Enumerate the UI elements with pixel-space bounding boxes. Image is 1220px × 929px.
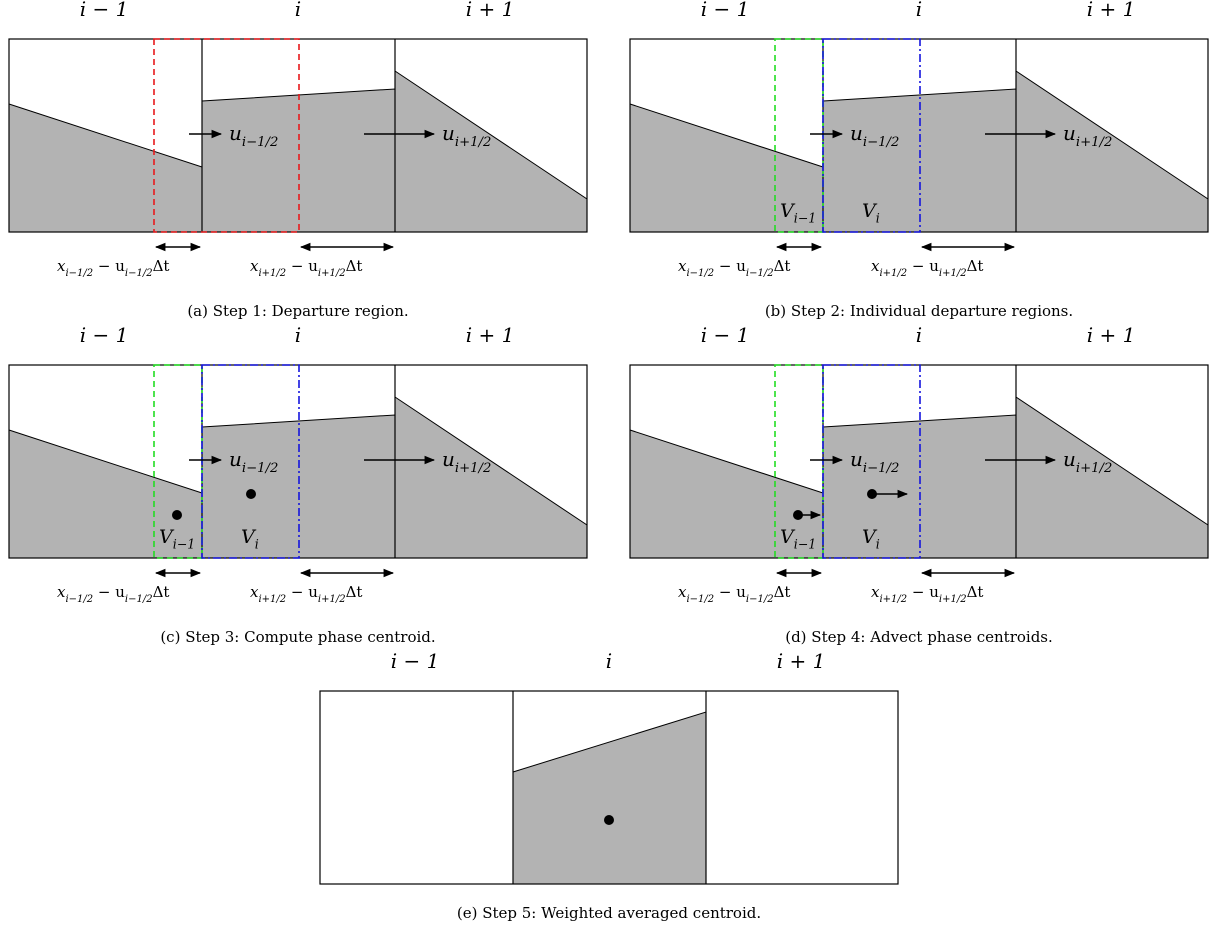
dimension-label-right: xi+1/2 − ui+1/2Δt [250, 583, 362, 605]
dimension-label-right: xi+1/2 − ui+1/2Δt [871, 583, 983, 605]
velocity-label-right: ui+1/2 [442, 121, 491, 150]
panel-e: i − 1 i i + 1 (e) Step 5: Weighted averaged… [319, 649, 899, 922]
velocity-label-right: ui+1/2 [1063, 447, 1112, 476]
fill-cell-mid [201, 88, 396, 233]
fill-cell-mid [512, 711, 707, 885]
fill-cell-right [1015, 396, 1209, 559]
dimension-label-left: xi−1/2 − ui−1/2Δt [678, 583, 790, 605]
dimension-label-left: xi−1/2 − ui−1/2Δt [678, 257, 790, 279]
cell-label-i-plus-1: i + 1 [1087, 0, 1136, 21]
fill-cell-right [394, 70, 588, 233]
centroid-left [172, 510, 182, 520]
panel-a: i − 1 i i + 1 ui−1/2 ui+1/2 xi−1/2 − ui−1/2Δt… [8, 0, 588, 320]
volume-label-left: Vi−1 [780, 200, 816, 226]
cell-label-i-minus-1: i − 1 [80, 323, 129, 347]
cell-label-i: i [916, 0, 922, 21]
cell-label-i: i [295, 323, 301, 347]
departure-region-mid [822, 38, 921, 233]
centroid-mid [246, 489, 256, 499]
caption-a: (a) Step 1: Departure region. [187, 302, 408, 320]
velocity-label-left: ui−1/2 [229, 121, 278, 150]
cell-label-i-minus-1: i − 1 [701, 323, 750, 347]
dimension-label-right: xi+1/2 − ui+1/2Δt [250, 257, 362, 279]
caption-e: (e) Step 5: Weighted averaged centroid. [457, 904, 761, 922]
dimension-label-left: xi−1/2 − ui−1/2Δt [57, 257, 169, 279]
velocity-label-right: ui+1/2 [442, 447, 491, 476]
cell-label-i-minus-1: i − 1 [391, 649, 440, 673]
cell-label-i-plus-1: i + 1 [466, 323, 515, 347]
fill-cell-left [8, 103, 203, 233]
departure-region [153, 38, 300, 233]
dimension-label-right: xi+1/2 − ui+1/2Δt [871, 257, 983, 279]
velocity-label-right: ui+1/2 [1063, 121, 1112, 150]
cell-label-i: i [295, 0, 301, 21]
cell-label-i-minus-1: i − 1 [701, 0, 750, 21]
departure-region-mid [822, 364, 921, 559]
velocity-label-left: ui−1/2 [850, 121, 899, 150]
volume-label-left: Vi−1 [780, 526, 816, 552]
velocity-label-left: ui−1/2 [850, 447, 899, 476]
panel-d: i − 1 i i + 1 ui−1/2 ui+1/2 Vi−1 Vi xi−1/2 − ui… [629, 323, 1209, 646]
averaged-centroid [604, 815, 614, 825]
caption-b: (b) Step 2: Individual departure regions… [765, 302, 1073, 320]
caption-d: (d) Step 4: Advect phase centroids. [785, 628, 1053, 646]
panel-c: i − 1 i i + 1 ui−1/2 ui+1/2 Vi−1 Vi xi−1/2 − ui… [8, 323, 588, 646]
cell-label-i-plus-1: i + 1 [466, 0, 515, 21]
velocity-label-left: ui−1/2 [229, 447, 278, 476]
departure-region-mid [201, 364, 300, 559]
cell-label-i-plus-1: i + 1 [777, 649, 826, 673]
cell-label-i: i [916, 323, 922, 347]
cell-label-i-plus-1: i + 1 [1087, 323, 1136, 347]
cell-label-i: i [606, 649, 612, 673]
dimension-label-left: xi−1/2 − ui−1/2Δt [57, 583, 169, 605]
volume-label-mid: Vi [862, 526, 880, 552]
cell-label-i-minus-1: i − 1 [80, 0, 129, 21]
panel-b: i − 1 i i + 1 ui−1/2 ui+1/2 Vi−1 Vi xi−1/2 − ui… [629, 0, 1209, 320]
fill-cell-right [394, 396, 588, 559]
fill-cell-right [1015, 70, 1209, 233]
panel-frame [319, 690, 899, 885]
volume-label-left: Vi−1 [159, 526, 195, 552]
volume-label-mid: Vi [241, 526, 259, 552]
caption-c: (c) Step 3: Compute phase centroid. [160, 628, 435, 646]
volume-label-mid: Vi [862, 200, 880, 226]
